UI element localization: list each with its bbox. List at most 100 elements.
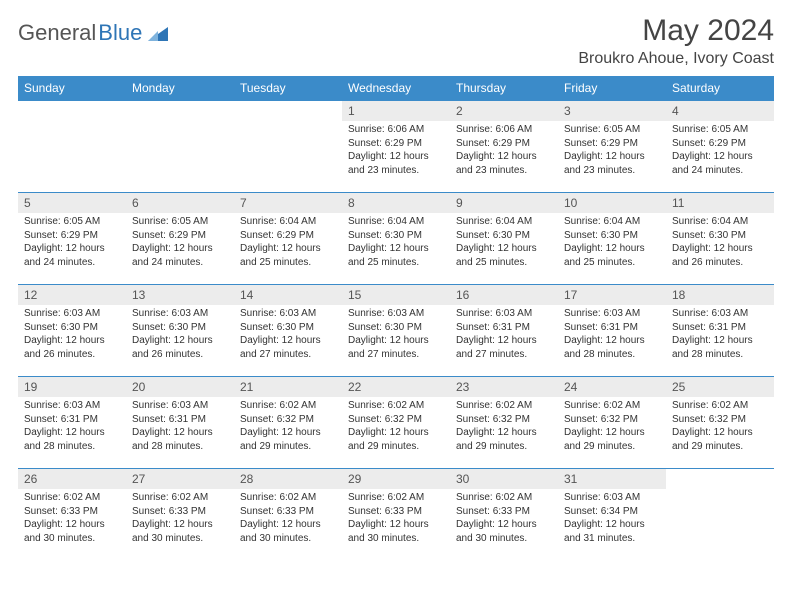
weekday-header: Tuesday xyxy=(234,76,342,101)
calendar-cell: 15Sunrise: 6:03 AMSunset: 6:30 PMDayligh… xyxy=(342,285,450,377)
calendar-cell: 11Sunrise: 6:04 AMSunset: 6:30 PMDayligh… xyxy=(666,193,774,285)
day-details: Sunrise: 6:03 AMSunset: 6:30 PMDaylight:… xyxy=(126,305,234,365)
day-details: Sunrise: 6:05 AMSunset: 6:29 PMDaylight:… xyxy=(126,213,234,273)
calendar-cell: 5Sunrise: 6:05 AMSunset: 6:29 PMDaylight… xyxy=(18,193,126,285)
calendar-cell xyxy=(666,469,774,561)
day-details: Sunrise: 6:02 AMSunset: 6:33 PMDaylight:… xyxy=(18,489,126,549)
day-number: 9 xyxy=(450,193,558,213)
day-details: Sunrise: 6:02 AMSunset: 6:32 PMDaylight:… xyxy=(234,397,342,457)
calendar-cell: 12Sunrise: 6:03 AMSunset: 6:30 PMDayligh… xyxy=(18,285,126,377)
day-number: 20 xyxy=(126,377,234,397)
weekday-header: Wednesday xyxy=(342,76,450,101)
logo-text-general: General xyxy=(18,20,96,46)
day-number: 7 xyxy=(234,193,342,213)
day-details: Sunrise: 6:02 AMSunset: 6:33 PMDaylight:… xyxy=(126,489,234,549)
calendar-cell: 31Sunrise: 6:03 AMSunset: 6:34 PMDayligh… xyxy=(558,469,666,561)
calendar-cell: 2Sunrise: 6:06 AMSunset: 6:29 PMDaylight… xyxy=(450,101,558,193)
calendar-row: 26Sunrise: 6:02 AMSunset: 6:33 PMDayligh… xyxy=(18,469,774,561)
day-details: Sunrise: 6:03 AMSunset: 6:30 PMDaylight:… xyxy=(342,305,450,365)
location: Broukro Ahoue, Ivory Coast xyxy=(578,50,774,68)
day-details: Sunrise: 6:02 AMSunset: 6:32 PMDaylight:… xyxy=(450,397,558,457)
day-details: Sunrise: 6:02 AMSunset: 6:32 PMDaylight:… xyxy=(666,397,774,457)
calendar-cell: 4Sunrise: 6:05 AMSunset: 6:29 PMDaylight… xyxy=(666,101,774,193)
day-number: 19 xyxy=(18,377,126,397)
day-details: Sunrise: 6:04 AMSunset: 6:30 PMDaylight:… xyxy=(342,213,450,273)
day-number: 16 xyxy=(450,285,558,305)
calendar-cell: 7Sunrise: 6:04 AMSunset: 6:29 PMDaylight… xyxy=(234,193,342,285)
calendar-cell: 6Sunrise: 6:05 AMSunset: 6:29 PMDaylight… xyxy=(126,193,234,285)
day-details: Sunrise: 6:02 AMSunset: 6:33 PMDaylight:… xyxy=(342,489,450,549)
day-number: 28 xyxy=(234,469,342,489)
day-details: Sunrise: 6:04 AMSunset: 6:30 PMDaylight:… xyxy=(666,213,774,273)
day-details: Sunrise: 6:02 AMSunset: 6:33 PMDaylight:… xyxy=(450,489,558,549)
day-number: 30 xyxy=(450,469,558,489)
calendar-body: 1Sunrise: 6:06 AMSunset: 6:29 PMDaylight… xyxy=(18,101,774,561)
calendar-cell xyxy=(234,101,342,193)
day-number: 15 xyxy=(342,285,450,305)
day-number: 22 xyxy=(342,377,450,397)
calendar-cell: 9Sunrise: 6:04 AMSunset: 6:30 PMDaylight… xyxy=(450,193,558,285)
day-number: 14 xyxy=(234,285,342,305)
day-details: Sunrise: 6:05 AMSunset: 6:29 PMDaylight:… xyxy=(18,213,126,273)
calendar-row: 19Sunrise: 6:03 AMSunset: 6:31 PMDayligh… xyxy=(18,377,774,469)
day-details: Sunrise: 6:03 AMSunset: 6:34 PMDaylight:… xyxy=(558,489,666,549)
day-details: Sunrise: 6:05 AMSunset: 6:29 PMDaylight:… xyxy=(558,121,666,181)
day-details: Sunrise: 6:03 AMSunset: 6:30 PMDaylight:… xyxy=(18,305,126,365)
calendar-cell: 28Sunrise: 6:02 AMSunset: 6:33 PMDayligh… xyxy=(234,469,342,561)
day-number: 6 xyxy=(126,193,234,213)
calendar-cell: 24Sunrise: 6:02 AMSunset: 6:32 PMDayligh… xyxy=(558,377,666,469)
day-details: Sunrise: 6:03 AMSunset: 6:31 PMDaylight:… xyxy=(450,305,558,365)
day-details: Sunrise: 6:05 AMSunset: 6:29 PMDaylight:… xyxy=(666,121,774,181)
day-number: 31 xyxy=(558,469,666,489)
header: GeneralBlue May 2024 Broukro Ahoue, Ivor… xyxy=(18,14,774,68)
day-number: 4 xyxy=(666,101,774,121)
day-number: 29 xyxy=(342,469,450,489)
day-number: 3 xyxy=(558,101,666,121)
day-details: Sunrise: 6:03 AMSunset: 6:31 PMDaylight:… xyxy=(18,397,126,457)
calendar-cell: 16Sunrise: 6:03 AMSunset: 6:31 PMDayligh… xyxy=(450,285,558,377)
day-details: Sunrise: 6:06 AMSunset: 6:29 PMDaylight:… xyxy=(450,121,558,181)
day-details: Sunrise: 6:03 AMSunset: 6:31 PMDaylight:… xyxy=(666,305,774,365)
day-number: 8 xyxy=(342,193,450,213)
calendar-cell: 30Sunrise: 6:02 AMSunset: 6:33 PMDayligh… xyxy=(450,469,558,561)
calendar-cell: 18Sunrise: 6:03 AMSunset: 6:31 PMDayligh… xyxy=(666,285,774,377)
day-number: 27 xyxy=(126,469,234,489)
calendar-cell: 22Sunrise: 6:02 AMSunset: 6:32 PMDayligh… xyxy=(342,377,450,469)
weekday-header: Monday xyxy=(126,76,234,101)
day-number: 23 xyxy=(450,377,558,397)
calendar-row: 12Sunrise: 6:03 AMSunset: 6:30 PMDayligh… xyxy=(18,285,774,377)
day-details: Sunrise: 6:02 AMSunset: 6:33 PMDaylight:… xyxy=(234,489,342,549)
weekday-header-row: SundayMondayTuesdayWednesdayThursdayFrid… xyxy=(18,76,774,101)
calendar-cell: 23Sunrise: 6:02 AMSunset: 6:32 PMDayligh… xyxy=(450,377,558,469)
day-number: 2 xyxy=(450,101,558,121)
calendar-cell: 27Sunrise: 6:02 AMSunset: 6:33 PMDayligh… xyxy=(126,469,234,561)
day-number: 1 xyxy=(342,101,450,121)
day-number: 11 xyxy=(666,193,774,213)
calendar-cell: 21Sunrise: 6:02 AMSunset: 6:32 PMDayligh… xyxy=(234,377,342,469)
logo-sail-icon xyxy=(146,23,170,43)
day-number: 13 xyxy=(126,285,234,305)
calendar-row: 1Sunrise: 6:06 AMSunset: 6:29 PMDaylight… xyxy=(18,101,774,193)
weekday-header: Saturday xyxy=(666,76,774,101)
calendar-cell: 20Sunrise: 6:03 AMSunset: 6:31 PMDayligh… xyxy=(126,377,234,469)
day-number: 21 xyxy=(234,377,342,397)
day-number: 25 xyxy=(666,377,774,397)
day-details: Sunrise: 6:04 AMSunset: 6:29 PMDaylight:… xyxy=(234,213,342,273)
calendar-row: 5Sunrise: 6:05 AMSunset: 6:29 PMDaylight… xyxy=(18,193,774,285)
day-number: 5 xyxy=(18,193,126,213)
day-details: Sunrise: 6:03 AMSunset: 6:31 PMDaylight:… xyxy=(126,397,234,457)
calendar-cell: 14Sunrise: 6:03 AMSunset: 6:30 PMDayligh… xyxy=(234,285,342,377)
weekday-header: Thursday xyxy=(450,76,558,101)
day-details: Sunrise: 6:03 AMSunset: 6:30 PMDaylight:… xyxy=(234,305,342,365)
calendar-cell: 1Sunrise: 6:06 AMSunset: 6:29 PMDaylight… xyxy=(342,101,450,193)
day-number: 18 xyxy=(666,285,774,305)
calendar-cell: 13Sunrise: 6:03 AMSunset: 6:30 PMDayligh… xyxy=(126,285,234,377)
day-details: Sunrise: 6:03 AMSunset: 6:31 PMDaylight:… xyxy=(558,305,666,365)
day-details: Sunrise: 6:06 AMSunset: 6:29 PMDaylight:… xyxy=(342,121,450,181)
day-number: 10 xyxy=(558,193,666,213)
day-number: 12 xyxy=(18,285,126,305)
calendar-cell: 19Sunrise: 6:03 AMSunset: 6:31 PMDayligh… xyxy=(18,377,126,469)
day-number: 17 xyxy=(558,285,666,305)
calendar-cell xyxy=(18,101,126,193)
calendar-cell: 3Sunrise: 6:05 AMSunset: 6:29 PMDaylight… xyxy=(558,101,666,193)
